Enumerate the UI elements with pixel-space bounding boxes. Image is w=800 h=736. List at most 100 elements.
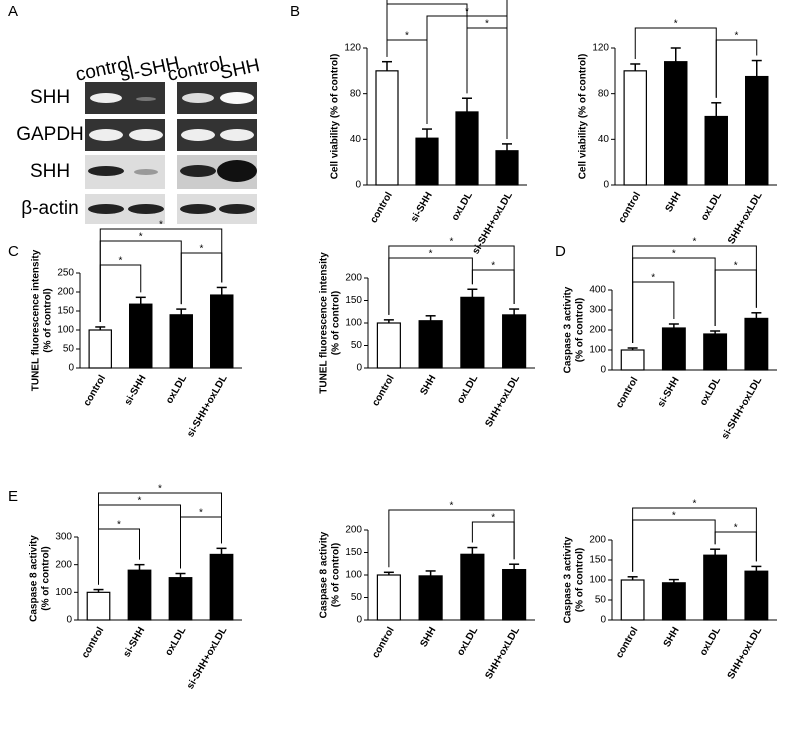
bar — [168, 577, 193, 621]
significance-label: * — [138, 496, 142, 507]
x-tick-label: control — [614, 625, 641, 660]
y-tick-label: 200 — [345, 525, 362, 536]
y-tick-label: 300 — [589, 305, 606, 316]
bar — [623, 70, 647, 186]
y-tick-label: 200 — [345, 273, 362, 284]
x-tick-label: SHH — [418, 373, 438, 397]
y-axis-label: (% of control) — [575, 548, 586, 612]
band — [217, 160, 257, 182]
y-tick-label: 50 — [351, 592, 363, 603]
y-axis-label: Cell viability (% of control) — [330, 54, 341, 180]
x-tick-label: SHH+oxLDL — [483, 625, 522, 681]
x-tick-label: si-SHH+oxLDL — [185, 625, 229, 691]
significance-label: * — [651, 273, 655, 284]
x-tick-label: oxLDL — [164, 373, 189, 405]
x-tick-label: oxLDL — [450, 190, 475, 222]
x-tick-label: oxLDL — [455, 373, 480, 405]
bar — [664, 61, 688, 186]
significance-label: * — [119, 256, 123, 267]
y-axis-label: Caspase 8 activity — [319, 531, 330, 618]
band — [220, 129, 254, 141]
band — [219, 204, 255, 214]
band — [90, 93, 122, 103]
band — [128, 204, 164, 214]
bar — [86, 591, 111, 621]
y-tick-label: 0 — [603, 180, 609, 191]
bar — [460, 553, 485, 621]
x-tick-label: control — [368, 190, 395, 225]
y-tick-label: 100 — [345, 318, 362, 329]
significance-label: * — [450, 501, 454, 512]
bar — [502, 314, 527, 369]
x-tick-label: oxLDL — [698, 375, 723, 407]
bar — [620, 349, 645, 371]
significance-label: * — [672, 511, 676, 522]
significance-label: * — [491, 513, 495, 524]
significance-label: * — [491, 261, 495, 272]
bar — [455, 111, 479, 186]
y-tick-label: 150 — [57, 306, 74, 317]
significance-label: * — [734, 261, 738, 272]
bar — [502, 568, 527, 621]
y-tick-label: 0 — [355, 180, 361, 191]
bar — [376, 322, 401, 369]
bar — [415, 137, 439, 186]
bar — [703, 333, 728, 371]
y-tick-label: 200 — [55, 559, 72, 570]
x-tick-label: SHH+oxLDL — [483, 373, 522, 429]
x-tick-label: si-SHH — [656, 375, 682, 409]
y-tick-label: 0 — [600, 615, 606, 626]
significance-label: * — [139, 232, 143, 243]
y-tick-label: 120 — [344, 43, 361, 54]
y-axis-label: Caspase 8 activity — [29, 535, 40, 622]
bar — [169, 314, 193, 369]
y-axis-label: (% of control) — [331, 291, 342, 355]
x-tick-label: control — [617, 190, 644, 225]
y-tick-label: 150 — [345, 547, 362, 558]
x-tick-label: si-SHH — [409, 190, 435, 224]
y-axis-label: Cell viability (% of control) — [578, 54, 589, 180]
y-tick-label: 300 — [55, 532, 72, 543]
y-tick-label: 0 — [66, 615, 72, 626]
significance-label: * — [693, 499, 697, 510]
y-axis-label: (% of control) — [41, 546, 52, 610]
panel-letter: E — [8, 488, 18, 505]
y-tick-label: 0 — [356, 363, 362, 374]
bar — [376, 574, 401, 621]
significance-label: * — [693, 237, 697, 248]
significance-label: * — [735, 31, 739, 42]
y-tick-label: 100 — [589, 345, 606, 356]
y-tick-label: 150 — [589, 555, 606, 566]
y-tick-label: 400 — [589, 285, 606, 296]
significance-label: * — [429, 249, 433, 260]
y-tick-label: 50 — [63, 344, 75, 355]
x-tick-label: si-SHH+oxLDL — [720, 375, 764, 441]
y-axis-label: (% of control) — [331, 543, 342, 607]
x-tick-label: SHH — [662, 625, 682, 649]
y-tick-label: 250 — [57, 268, 74, 279]
bar — [744, 317, 769, 371]
band — [180, 204, 216, 214]
band — [89, 129, 123, 141]
bar — [703, 554, 728, 621]
band — [129, 129, 163, 141]
significance-label: * — [159, 220, 163, 231]
significance-bracket — [98, 492, 222, 585]
y-tick-label: 50 — [595, 595, 607, 606]
significance-label: * — [199, 508, 203, 519]
bar — [209, 553, 234, 621]
band — [88, 204, 124, 214]
x-tick-label: control — [80, 625, 107, 660]
significance-bracket — [388, 257, 473, 315]
y-axis-label: TUNEL fluorescence intensity — [31, 249, 42, 391]
bar — [661, 327, 686, 371]
y-tick-label: 100 — [55, 587, 72, 598]
x-tick-label: SHH — [418, 625, 438, 649]
significance-label: * — [200, 244, 204, 255]
x-tick-label: si-SHH+oxLDL — [185, 373, 229, 439]
significance-bracket — [388, 509, 515, 568]
y-tick-label: 100 — [57, 325, 74, 336]
y-tick-label: 0 — [356, 615, 362, 626]
y-tick-label: 0 — [68, 363, 74, 374]
significance-bracket — [714, 269, 757, 326]
